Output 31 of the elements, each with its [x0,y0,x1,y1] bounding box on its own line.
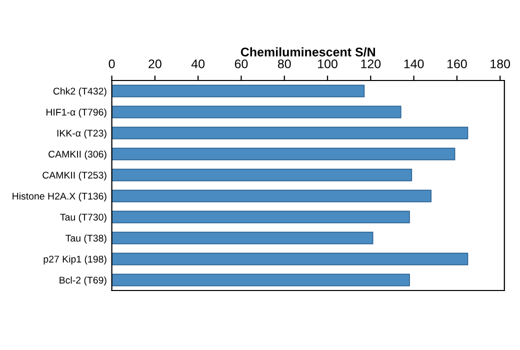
bar [112,252,468,266]
x-tick-label: 120 [361,59,381,68]
y-tick-label: Tau (T38) [66,234,106,244]
x-tick-label: 0 [108,59,115,68]
y-tick-label: Bcl-2 (T69) [60,276,106,286]
bar [112,168,412,182]
x-tick-label: 60 [234,59,248,68]
bar [112,84,365,98]
bar [112,190,432,202]
y-tick-label: Chk2 (T432) [53,87,106,97]
bar [112,210,410,224]
x-tick-label: 40 [191,59,205,68]
x-tick-label: 140 [404,59,424,68]
y-tick-label: p27 Kip1 (198) [44,255,106,265]
x-tick-label: 80 [278,59,291,68]
y-tick-label: IKK-α (T23) [57,129,106,139]
x-tick-label: 180 [490,59,510,68]
x-tick-label: 100 [318,59,338,68]
x-tick-label: 160 [447,59,467,68]
y-tick-label: CAMKII (306) [48,150,106,160]
y-tick-label: CAMKII (T253) [42,171,106,181]
x-tick-label: 20 [148,59,162,68]
y-tick-label: HIF1-α (T796) [46,108,106,118]
bar [112,274,410,286]
bar [112,126,468,140]
y-tick-label: Histone H2A.X (T136) [12,192,106,202]
x-axis-title: Chemiluminescent S/N [240,47,375,57]
bar [112,148,456,160]
bar [112,106,402,118]
y-tick-label: Tau (T730) [60,213,106,223]
bar [112,232,374,244]
